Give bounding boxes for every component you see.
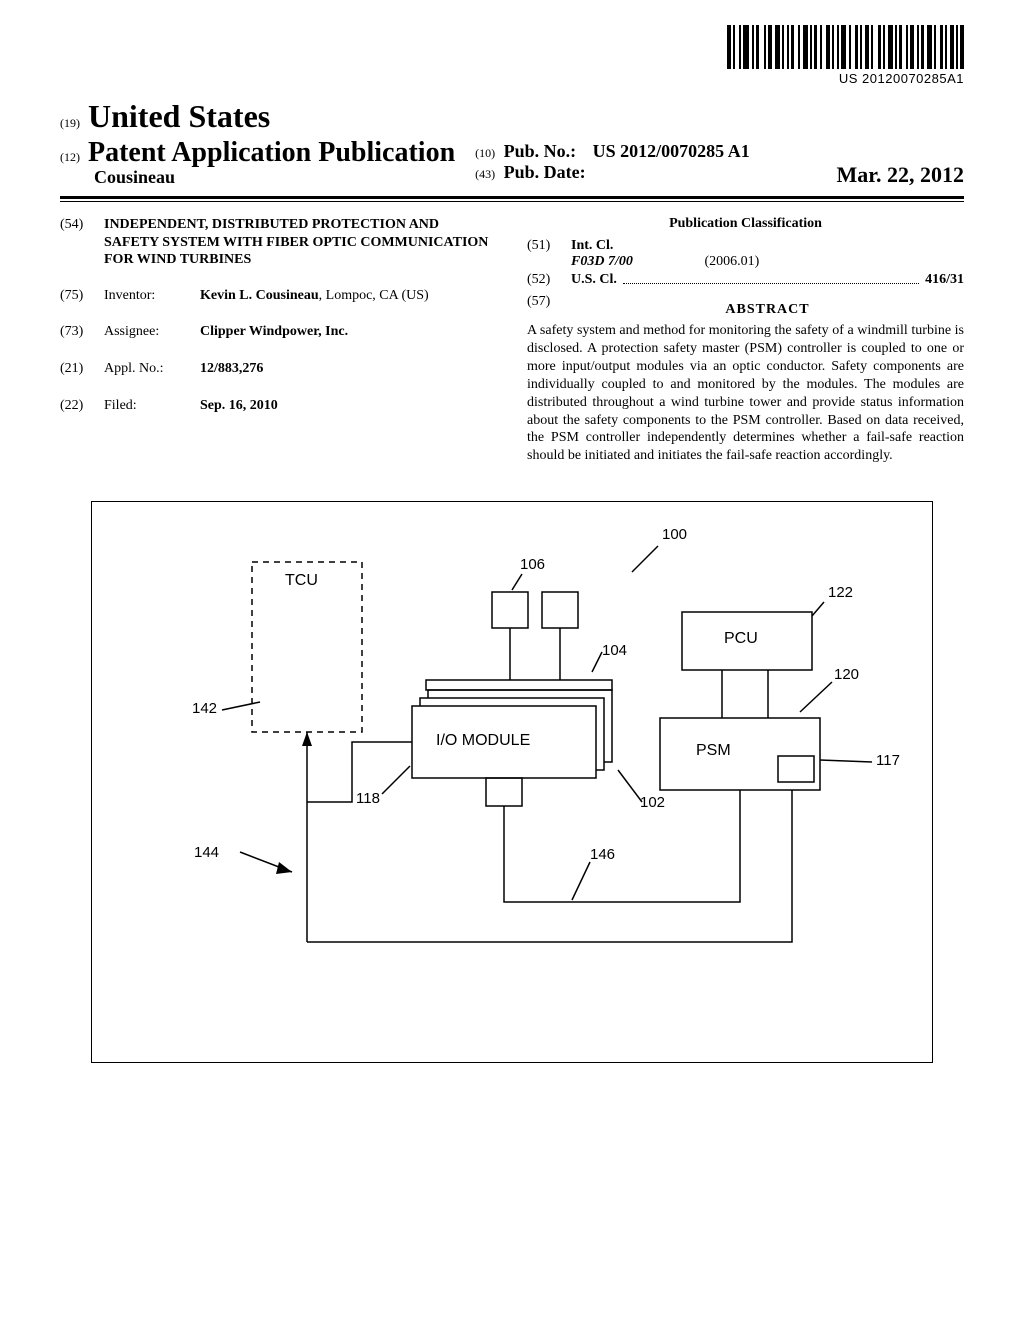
- barcode-text: US 20120070285A1: [727, 71, 964, 86]
- f73-label: Assignee:: [104, 323, 200, 342]
- f54-title: INDEPENDENT, DISTRIBUTED PROTECTION AND …: [104, 216, 497, 269]
- f21-value: 12/883,276: [200, 360, 497, 379]
- label-io: I/O MODULE: [436, 732, 530, 750]
- pub-date-line: (43) Pub. Date: Mar. 22, 2012: [475, 162, 964, 188]
- field-75: (75) Inventor: Kevin L. Cousineau, Lompo…: [60, 287, 497, 306]
- f75-label: Inventor:: [104, 287, 200, 306]
- f21-num: (21): [60, 360, 104, 379]
- f51-num: (51): [527, 238, 571, 270]
- f51-label: Int. Cl.: [571, 238, 964, 254]
- dotted-leader-icon: [623, 273, 919, 284]
- filed-date: Sep. 16, 2010: [200, 398, 278, 413]
- inventor-loc: , Lompoc, CA (US): [319, 288, 429, 303]
- abstract-title: ABSTRACT: [571, 302, 964, 318]
- f52-label: U.S. Cl.: [571, 272, 617, 288]
- appl-no: 12/883,276: [200, 361, 263, 376]
- publication-line: (12) Patent Application Publication Cous…: [60, 137, 964, 188]
- field-51: (51) Int. Cl. F03D 7/00 (2006.01): [527, 238, 964, 270]
- prefix-12: (12): [60, 150, 80, 164]
- rule-thin: [60, 201, 964, 202]
- ref-120: 120: [834, 666, 859, 683]
- f52-num: (52): [527, 272, 571, 288]
- inventor-name: Kevin L. Cousineau: [200, 288, 319, 303]
- f51-row: F03D 7/00 (2006.01): [571, 254, 964, 270]
- f51-year: (2006.01): [705, 254, 760, 269]
- pub-no-line: (10) Pub. No.: US 2012/0070285 A1: [475, 141, 964, 162]
- prefix-43: (43): [475, 167, 495, 181]
- field-73: (73) Assignee: Clipper Windpower, Inc.: [60, 323, 497, 342]
- patent-page: US 20120070285A1 (19) United States (12)…: [0, 0, 1024, 1320]
- f22-value: Sep. 16, 2010: [200, 397, 497, 416]
- author-name: Cousineau: [94, 167, 455, 188]
- label-psm: PSM: [696, 742, 731, 760]
- field-57: (57) ABSTRACT: [527, 294, 964, 318]
- f52-value: 416/31: [925, 272, 964, 288]
- ref-104: 104: [602, 642, 627, 659]
- ref-106: 106: [520, 556, 545, 573]
- pubdate-label: Pub. Date:: [504, 162, 586, 182]
- f51-code: F03D 7/00: [571, 254, 701, 270]
- pubdate-value: Mar. 22, 2012: [836, 162, 964, 188]
- bibliographic-columns: (54) INDEPENDENT, DISTRIBUTED PROTECTION…: [60, 216, 964, 465]
- prefix-10: (10): [475, 146, 495, 160]
- assignee-name: Clipper Windpower, Inc.: [200, 324, 348, 339]
- field-54: (54) INDEPENDENT, DISTRIBUTED PROTECTION…: [60, 216, 497, 269]
- pubno-label: Pub. No.:: [504, 141, 577, 161]
- country-name: United States: [88, 98, 270, 134]
- country-line: (19) United States: [60, 98, 964, 135]
- field-21: (21) Appl. No.: 12/883,276: [60, 360, 497, 379]
- f75-num: (75): [60, 287, 104, 306]
- barcode-icon: [727, 25, 964, 69]
- f73-num: (73): [60, 323, 104, 342]
- field-52: (52) U.S. Cl. 416/31: [527, 272, 964, 288]
- ref-117: 117: [876, 752, 900, 769]
- ref-100: 100: [662, 526, 687, 543]
- ref-122: 122: [828, 584, 853, 601]
- f57-num: (57): [527, 294, 571, 318]
- abstract-body: A safety system and method for monitorin…: [527, 322, 964, 465]
- diagram-svg: [92, 502, 932, 1062]
- left-column: (54) INDEPENDENT, DISTRIBUTED PROTECTION…: [60, 216, 497, 465]
- ref-144: 144: [194, 844, 219, 861]
- ref-102: 102: [640, 794, 665, 811]
- right-column: Publication Classification (51) Int. Cl.…: [527, 216, 964, 465]
- label-tcu: TCU: [285, 572, 318, 590]
- field-22: (22) Filed: Sep. 16, 2010: [60, 397, 497, 416]
- ref-118: 118: [356, 790, 380, 807]
- barcode-block: US 20120070285A1: [727, 25, 964, 86]
- ref-146: 146: [590, 846, 615, 863]
- f54-num: (54): [60, 216, 104, 269]
- f22-label: Filed:: [104, 397, 200, 416]
- ref-142: 142: [192, 700, 217, 717]
- rule-thick: [60, 196, 964, 199]
- pubno-value: US 2012/0070285 A1: [593, 141, 750, 161]
- f21-label: Appl. No.:: [104, 360, 200, 379]
- publication-title: Patent Application Publication: [88, 137, 455, 168]
- classification-title: Publication Classification: [527, 216, 964, 232]
- f75-value: Kevin L. Cousineau, Lompoc, CA (US): [200, 287, 497, 306]
- label-pcu: PCU: [724, 630, 758, 648]
- f73-value: Clipper Windpower, Inc.: [200, 323, 497, 342]
- header: (19) United States (12) Patent Applicati…: [60, 98, 964, 202]
- figure-1: TCU I/O MODULE PCU PSM 100 106 122 104 1…: [91, 501, 933, 1063]
- prefix-19: (19): [60, 116, 80, 130]
- f22-num: (22): [60, 397, 104, 416]
